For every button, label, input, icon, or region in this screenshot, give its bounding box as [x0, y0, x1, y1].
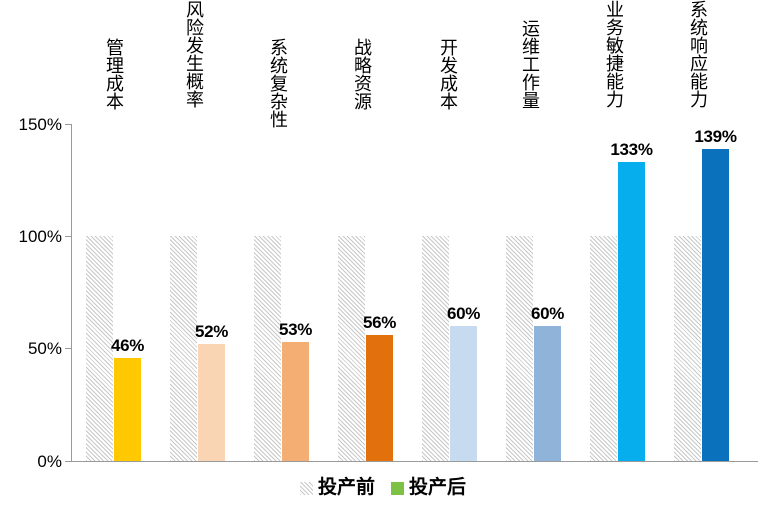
- category-label-2: 系统复杂性: [268, 38, 288, 128]
- bar-after-4: [450, 326, 477, 461]
- bar-before-0: [86, 236, 113, 461]
- legend-label-after: 投产后: [409, 477, 467, 498]
- y-tick-mark-100: [65, 236, 72, 237]
- y-tick-label-50: 50%: [27, 339, 62, 358]
- bar-after-5: [534, 326, 561, 461]
- legend-item-before[interactable]: 投产前: [299, 477, 375, 498]
- bar-value-label-7: 139%: [694, 126, 737, 146]
- bar-value-label-2: 53%: [278, 319, 313, 339]
- legend-swatch-before-icon: [299, 481, 313, 495]
- bar-value-label-1: 52%: [194, 322, 229, 342]
- bar-after-0: [114, 357, 141, 461]
- legend-swatch-after-icon: [391, 481, 404, 495]
- category-label-3: 战略资源: [352, 38, 372, 110]
- bar-value-label-0: 46%: [110, 335, 145, 355]
- bar-before-3: [338, 236, 365, 461]
- y-tick-mark-0: [65, 461, 72, 462]
- legend-item-after[interactable]: 投产后: [391, 478, 466, 498]
- category-label-0: 管理成本: [104, 38, 124, 110]
- y-tick-mark-50: [65, 348, 72, 349]
- bar-before-5: [506, 236, 533, 461]
- y-axis-line: [71, 124, 72, 462]
- y-tick-label-150: 150%: [18, 115, 62, 134]
- y-tick-mark-150: [65, 124, 72, 125]
- y-tick-label-0: 0%: [37, 452, 62, 471]
- category-label-5: 运维工作量: [520, 19, 540, 109]
- category-label-7: 系统响应能力: [688, 0, 708, 108]
- category-label-1: 风险发生概率: [184, 0, 204, 108]
- bar-before-1: [170, 236, 197, 461]
- y-tick-label-100: 100%: [18, 227, 62, 246]
- category-label-6: 业务敏捷能力: [604, 0, 624, 108]
- bar-before-4: [422, 236, 449, 461]
- bar-value-label-4: 60%: [446, 304, 481, 324]
- bar-before-6: [590, 236, 617, 461]
- bar-after-6: [618, 162, 645, 461]
- bar-after-2: [282, 341, 309, 461]
- bar-before-7: [674, 236, 701, 461]
- bar-value-label-5: 60%: [530, 304, 565, 324]
- bar-before-2: [254, 236, 281, 461]
- bar-value-label-3: 56%: [362, 313, 397, 333]
- bar-value-label-6: 133%: [610, 140, 653, 160]
- bar-after-1: [198, 344, 225, 461]
- chart-legend: 投产前 投产后: [0, 478, 766, 498]
- bar-after-7: [702, 148, 729, 461]
- legend-label-before: 投产前: [317, 477, 375, 498]
- x-axis-line: [71, 461, 758, 462]
- category-label-4: 开发成本: [438, 38, 458, 110]
- bar-after-3: [366, 335, 393, 461]
